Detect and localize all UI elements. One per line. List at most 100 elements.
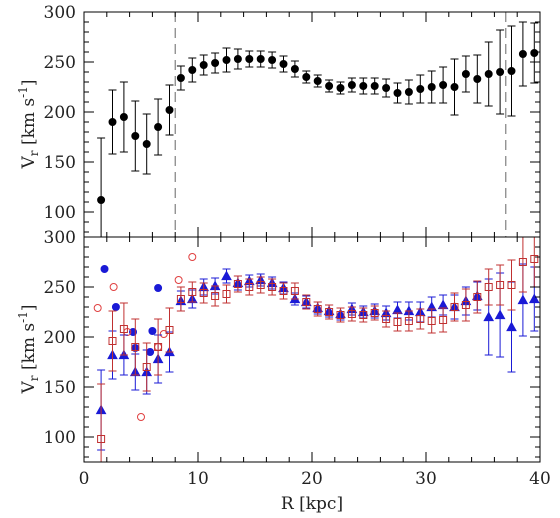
top-data-point: [393, 89, 402, 97]
top-data-point: [131, 132, 140, 140]
bottom-data-point: [108, 337, 117, 345]
bottom-data-point: [142, 363, 151, 371]
top-data-point: [450, 83, 459, 91]
bottom-data-point: [404, 317, 413, 325]
top-data-point: [211, 59, 220, 67]
bottom-data-point: [450, 303, 459, 311]
top-data-point: [222, 56, 231, 64]
bottom-data-point: [336, 311, 345, 319]
bottom-ylabel-unit: [km s: [19, 323, 39, 376]
top-ylabel-sub: r: [27, 150, 41, 156]
top-data-point: [404, 88, 413, 96]
x-tick-label: 10: [187, 469, 209, 489]
bottom-ylabel-main: V: [19, 380, 39, 394]
bottom-data-point: [245, 283, 254, 291]
top-data-point: [188, 66, 197, 74]
top-ytick-label: 150: [44, 153, 76, 173]
top-data-point: [97, 196, 106, 204]
bottom-data-point: [165, 326, 174, 334]
bottom-data-point: [496, 281, 505, 289]
top-data-point: [359, 82, 368, 90]
bottom-data-point: [137, 413, 145, 421]
bottom-ylabel-close: ]: [19, 305, 39, 312]
top-data-point: [268, 56, 277, 64]
bottom-ytick-label: 150: [44, 378, 76, 398]
bottom-data-point: [507, 281, 516, 289]
bottom-ytick-label: 200: [44, 328, 76, 348]
top-data-point: [416, 85, 425, 93]
top-data-point: [507, 67, 516, 75]
top-panel: 100 150 200 250 300 Vr [km s-1]: [16, 3, 541, 238]
bottom-data-point: [530, 255, 539, 263]
bottom-data-point: [325, 308, 334, 316]
top-data-point: [142, 140, 151, 148]
bottom-ytick-label: 300: [44, 228, 76, 248]
top-data-point: [370, 82, 379, 90]
bottom-ytick-label: 100: [44, 428, 76, 448]
bottom-data-point: [484, 283, 493, 291]
bottom-data-point: [211, 292, 220, 300]
top-data-point: [484, 70, 493, 78]
x-axis-label: R [kpc]: [281, 494, 343, 514]
top-panel-marks: [97, 12, 539, 237]
bottom-data-point: [393, 318, 402, 326]
top-data-point: [518, 50, 527, 58]
bottom-data-point: [154, 343, 163, 351]
bottom-data-point: [370, 309, 379, 317]
bottom-data-point: [233, 280, 242, 288]
bottom-data-point: [517, 294, 529, 305]
bottom-data-point: [174, 276, 183, 284]
top-data-point: [119, 113, 128, 121]
bottom-data-point: [199, 289, 208, 297]
top-data-point: [427, 83, 436, 91]
top-data-point: [325, 82, 334, 90]
top-ytick-label: 250: [44, 53, 76, 73]
bottom-y-axis-label: Vr [km s-1]: [16, 305, 41, 395]
bottom-data-point: [528, 293, 540, 304]
top-data-point: [233, 55, 242, 63]
x-tick-label: 0: [79, 469, 90, 489]
bottom-data-point: [461, 301, 470, 309]
bottom-data-point: [256, 281, 265, 289]
top-data-point: [461, 70, 470, 78]
bottom-data-point: [506, 321, 517, 332]
top-ylabel-exp: -1: [16, 86, 30, 98]
bottom-data-point: [111, 303, 120, 311]
top-data-point: [439, 81, 448, 89]
top-data-point: [256, 55, 265, 63]
bottom-data-point: [93, 304, 102, 312]
bottom-panel-marks: [93, 237, 540, 462]
x-tick-label: 40: [529, 469, 551, 489]
x-tick-label: 20: [301, 469, 323, 489]
top-panel-ticks: 100 150 200 250 300: [44, 3, 541, 237]
bottom-data-point: [347, 310, 356, 318]
bottom-data-point: [494, 309, 506, 320]
top-data-point: [382, 84, 391, 92]
top-panel-frame: [83, 11, 541, 238]
top-data-point: [176, 74, 185, 82]
bottom-data-point: [518, 258, 527, 266]
bottom-data-point: [483, 311, 495, 322]
bottom-data-point: [154, 284, 163, 292]
bottom-ylabel-sub: r: [27, 375, 41, 381]
top-ylabel-unit: [km s: [19, 98, 39, 151]
bottom-ytick-label: 250: [44, 278, 76, 298]
top-data-point: [199, 61, 208, 69]
top-data-point: [313, 77, 322, 85]
bottom-panel: 100 150 200 250 300 0 10 20 30 40 Vr [km s-1] R […: [16, 228, 551, 514]
top-ylabel-close: ]: [19, 80, 39, 87]
top-ytick-label: 100: [44, 203, 76, 223]
top-ytick-label: 300: [44, 3, 76, 23]
top-data-point: [530, 49, 539, 57]
top-data-point: [302, 73, 311, 81]
bottom-data-point: [222, 290, 231, 298]
bottom-data-point: [416, 315, 425, 323]
bottom-data-point: [392, 304, 403, 315]
bottom-data-point: [131, 343, 140, 351]
top-data-point: [290, 65, 299, 73]
bottom-data-point: [279, 287, 288, 295]
top-data-point: [165, 106, 174, 114]
top-data-point: [473, 75, 482, 83]
bottom-data-point: [290, 287, 299, 295]
